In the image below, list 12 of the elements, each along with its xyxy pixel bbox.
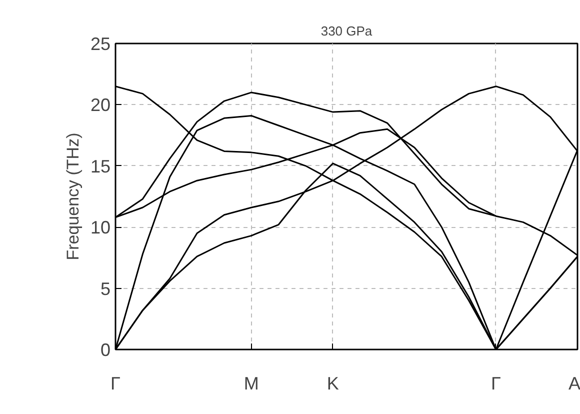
x-tick-label: K	[326, 374, 339, 394]
y-tick-label: 5	[100, 278, 111, 299]
y-tick-label: 0	[100, 340, 111, 360]
y-tick-label: 20	[90, 95, 111, 116]
x-tick-label: M	[244, 374, 259, 394]
x-tick-label: Γ	[491, 374, 502, 394]
y-tick-label: 10	[90, 218, 111, 238]
chart-title: 330 GPa	[320, 24, 373, 38]
y-tick-label: 25	[90, 34, 111, 54]
x-tick-label: Γ	[110, 374, 121, 394]
y-tick-label: 15	[90, 156, 111, 176]
y-axis-title: Frequency (THz)	[63, 132, 82, 260]
